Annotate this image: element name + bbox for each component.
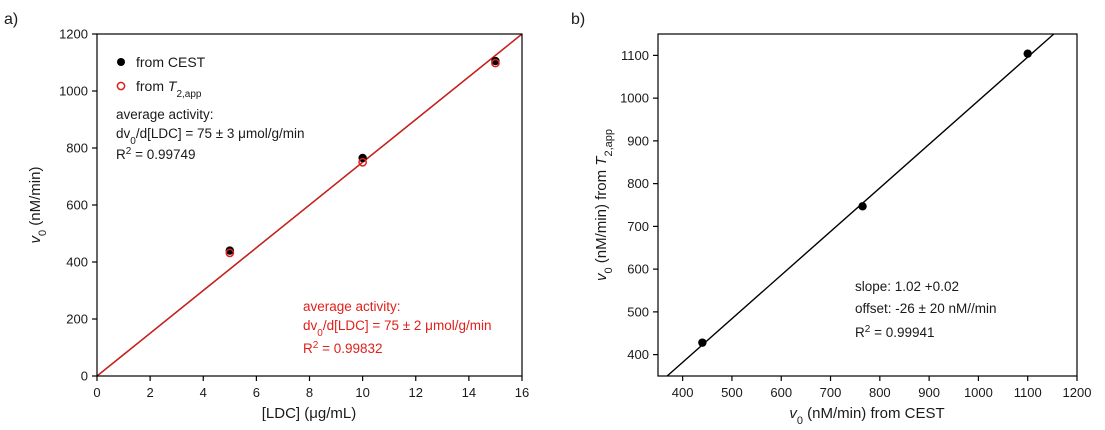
panel-b-y-tick-label: 700 [627,219,649,234]
panel-b-x-tick-label: 1200 [1063,385,1092,400]
panel-b-ticks: 400 500 600 700 800 900 1000 1100 1200 400 500 600 7… [620,48,1091,400]
panel-a-series-1-point [358,157,367,167]
panel-a-y-tick-label: 200 [66,312,88,327]
panel-a-fit-line-1 [96,33,523,377]
panel-b-series-0-point [1023,49,1032,58]
panel-b-y-tick-label: 900 [627,133,649,148]
panel-b-x-tick-label: 700 [820,385,842,400]
panel-a-annotation-cest: average activity: dv0/d[LDC] = 75 ± 3 μm… [116,107,304,162]
panel-a-series-0-point [491,56,500,66]
panel-b-y-tick-label: 500 [627,304,649,319]
panel-b-x-tick-label: 600 [770,385,792,400]
annotation-t2app-line2: dv0/d[LDC] = 75 ± 2 μmol/g/min [303,318,491,339]
panel-a-x-tick-label: 0 [93,385,100,400]
panel-b-x-tick-label: 1100 [1014,385,1042,400]
panel-a-series-1-point [225,248,235,258]
panel-a-x-tick-label: 6 [253,385,260,400]
annotation-r2: R2 = 0.99941 [855,324,935,341]
panel-a-plot-frame [96,33,523,377]
annotation-t2app-line1: average activity: [303,299,401,314]
panel-b-annotation: slope: 1.02 +0.02 offset: -26 ± 20 nM//m… [855,279,996,340]
panel-a-x-tick-label: 16 [515,385,529,400]
panel-b-y-tick-label: 400 [627,347,649,362]
panel-a-fit-lines [96,33,523,377]
annotation-slope: slope: 1.02 +0.02 [855,279,959,294]
panel-a-y-axis-label: v0 (nM/min) [27,167,49,244]
annotation-cest-line3: R2 = 0.99749 [116,146,196,163]
panel-b-x-tick-label: 800 [869,385,891,400]
panel-a: a) 0 2 4 6 8 10 12 14 16 0 200 400 600 800 1000 1200 v0… [4,11,529,422]
panel-a-x-tick-label: 4 [200,385,207,400]
panel-a-y-tick-label: 1200 [59,27,88,42]
panel-a-y-tick-label: 400 [66,255,88,270]
panel-a-series-1-point [491,58,500,68]
panel-a-annotation-t2app: average activity: dv0/d[LDC] = 75 ± 2 μm… [303,299,491,356]
panel-b-y-tick-label: 1000 [620,91,649,106]
panel-a-x-axis-label: [LDC] (μg/mL) [262,405,357,422]
panel-b-y-axis-label: v0 (nM/min) from T2,app [593,129,615,281]
panel-b-y-tick-label: 800 [627,176,649,191]
legend-marker-t2app [116,81,126,91]
panel-a-series-0-point [225,246,235,255]
panel-a-ticks: 0 2 4 6 8 10 12 14 16 0 200 400 600 800 1000 1200 [59,27,529,401]
panel-a-label: a) [4,11,18,28]
legend-label-cest: from CEST [136,54,206,70]
panel-a-points [225,56,500,258]
panel-b-points [698,49,1032,347]
panel-a-y-tick-label: 600 [66,198,88,213]
annotation-cest-line1: average activity: [116,107,214,122]
panel-a-x-tick-label: 14 [462,385,476,400]
panel-b-label: b) [571,11,585,28]
panel-a-legend: from CEST from T2,app [116,54,206,100]
legend-marker-cest [117,58,125,66]
panel-b-series-0-point [858,202,867,211]
panel-b-x-axis-label: v0 (nM/min) from CEST [789,405,944,427]
legend-label-t2app: from T2,app [136,78,202,100]
panel-a-x-tick-label: 8 [306,385,313,400]
panel-a-y-tick-label: 1000 [59,84,88,99]
annotation-offset: offset: -26 ± 20 nM//min [855,301,996,316]
annotation-t2app-line3: R2 = 0.99832 [303,340,383,357]
panel-b-y-tick-label: 1100 [621,48,649,63]
panel-a-x-tick-label: 12 [409,385,423,400]
panel-b-series-0-point [698,338,707,347]
annotation-cest-line2: dv0/d[LDC] = 75 ± 3 μmol/g/min [116,126,304,147]
panel-a-y-tick-label: 800 [66,141,88,156]
panel-b-x-tick-label: 500 [721,385,743,400]
panel-a-x-tick-label: 2 [147,385,154,400]
panel-b-x-tick-label: 1000 [964,385,993,400]
panel-b-x-tick-label: 900 [918,385,940,400]
panel-a-x-tick-label: 10 [355,385,369,400]
panel-b-x-tick-label: 400 [672,385,694,400]
panel-b-plot-frame [657,33,1078,377]
panel-a-y-tick-label: 0 [81,369,88,384]
panel-b: b) 400 500 600 700 800 900 1000 1100 1200 400 500 6… [571,11,1091,427]
panel-b-y-tick-label: 600 [627,262,649,277]
